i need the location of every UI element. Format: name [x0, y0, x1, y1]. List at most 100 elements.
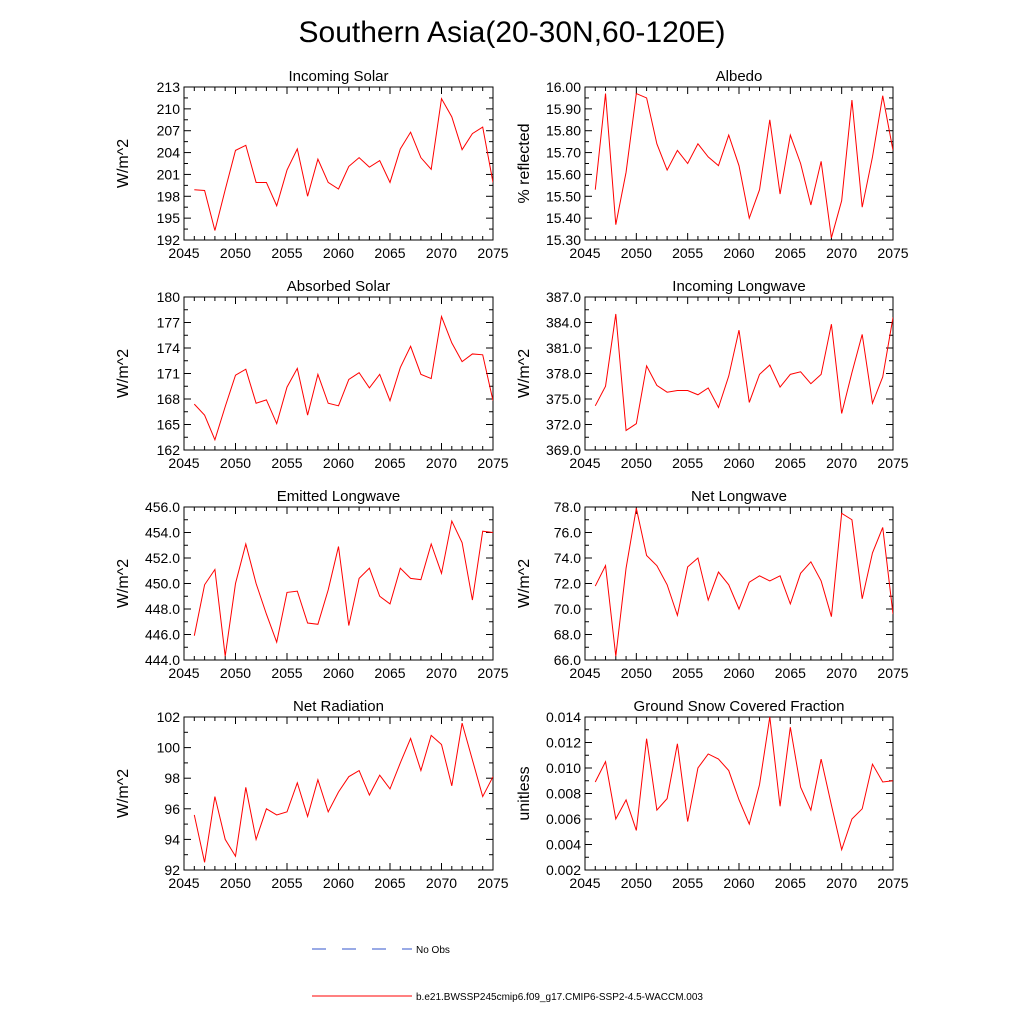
x-tick-label: 2070: [826, 875, 857, 891]
x-tick-label: 2050: [621, 665, 652, 681]
y-tick-label: 72.0: [554, 576, 581, 592]
legend-label-no-obs: No Obs: [416, 945, 450, 956]
x-tick-label: 2060: [723, 455, 754, 471]
y-tick-label: 213: [157, 79, 181, 95]
panel-4: Incoming Longwave W/m^2 2045 2050 2055 2060 20…: [516, 278, 909, 471]
y-tick-label: 70.0: [554, 601, 581, 617]
x-tick-label: 2060: [723, 245, 754, 261]
x-tick-label: 2075: [877, 455, 908, 471]
x-tick-label: 2045: [569, 455, 600, 471]
x-tick-label: 2065: [775, 455, 806, 471]
y-tick-label: 372.0: [546, 417, 581, 433]
y-tick-label: 162: [157, 442, 181, 458]
x-tick-label: 2050: [220, 875, 251, 891]
x-tick-label: 2045: [168, 875, 199, 891]
y-axis-label: % reflected: [516, 123, 533, 203]
panel-6: Net Longwave W/m^2 2045 2050 2055 2060 2065 207…: [516, 488, 909, 681]
y-tick-label: 0.006: [546, 811, 581, 827]
series-line-1: [594, 717, 893, 852]
y-tick-label: 165: [157, 417, 181, 433]
y-tick-label: 98: [164, 770, 180, 786]
x-tick-label: 2050: [220, 455, 251, 471]
x-tick-label: 2065: [374, 455, 405, 471]
panels: Incoming Solar W/m^2 2045 2050 2055 2060 2065 2…: [115, 68, 909, 891]
y-tick-label: 454.0: [145, 525, 180, 541]
x-tick-label: 2055: [672, 665, 703, 681]
y-tick-label: 0.008: [546, 786, 581, 802]
y-tick-label: 207: [157, 123, 181, 139]
y-axis-label: W/m^2: [115, 139, 132, 188]
x-tick-label: 2065: [775, 665, 806, 681]
panel-3: Absorbed Solar W/m^2 2045 2050 2055 2060 2065 2…: [115, 278, 509, 471]
panel-title: Incoming Longwave: [672, 278, 805, 295]
x-tick-label: 2070: [426, 665, 457, 681]
x-tick-label: 2070: [426, 455, 457, 471]
y-tick-label: 100: [157, 740, 181, 756]
x-tick-label: 2055: [672, 455, 703, 471]
panel-8: Ground Snow Covered Fraction unitless 2045…: [516, 698, 909, 891]
y-tick-label: 192: [157, 232, 181, 248]
x-tick-label: 2065: [775, 875, 806, 891]
x-tick-label: 2045: [168, 245, 199, 261]
x-tick-label: 2060: [323, 665, 354, 681]
x-tick-label: 2060: [323, 245, 354, 261]
figure-title: Southern Asia(20-30N,60-120E): [299, 16, 726, 49]
panel-title: Absorbed Solar: [287, 278, 390, 295]
x-tick-label: 2075: [877, 875, 908, 891]
x-tick-label: 2050: [621, 245, 652, 261]
y-tick-label: 369.0: [546, 442, 581, 458]
x-tick-label: 2050: [220, 665, 251, 681]
y-tick-label: 15.70: [546, 145, 581, 161]
panel-title: Net Radiation: [293, 698, 384, 715]
y-axis-label: W/m^2: [115, 349, 132, 398]
x-tick-label: 2055: [271, 245, 302, 261]
x-tick-label: 2070: [426, 875, 457, 891]
y-tick-label: 96: [164, 801, 180, 817]
y-tick-label: 448.0: [145, 601, 180, 617]
x-tick-label: 2055: [672, 875, 703, 891]
x-tick-label: 2065: [374, 875, 405, 891]
series-line-1: [193, 314, 493, 442]
y-tick-label: 15.90: [546, 101, 581, 117]
panel-title: Net Longwave: [691, 488, 787, 505]
y-tick-label: 0.012: [546, 735, 581, 751]
x-tick-label: 2055: [271, 875, 302, 891]
x-tick-label: 2065: [374, 665, 405, 681]
x-tick-label: 2075: [877, 245, 908, 261]
y-tick-label: 74.0: [554, 550, 581, 566]
y-tick-label: 15.60: [546, 166, 581, 182]
x-tick-label: 2045: [569, 875, 600, 891]
y-tick-label: 15.80: [546, 123, 581, 139]
y-tick-label: 78.0: [554, 499, 581, 515]
x-tick-label: 2060: [723, 665, 754, 681]
x-tick-label: 2070: [826, 665, 857, 681]
y-tick-label: 375.0: [546, 391, 581, 407]
y-tick-label: 210: [157, 101, 181, 117]
panel-title: Albedo: [716, 68, 763, 85]
y-tick-label: 450.0: [145, 576, 180, 592]
x-tick-label: 2050: [621, 875, 652, 891]
x-tick-label: 2055: [271, 665, 302, 681]
series-line-1: [594, 92, 893, 238]
y-tick-label: 68.0: [554, 627, 581, 643]
x-tick-label: 2055: [271, 455, 302, 471]
x-tick-label: 2050: [220, 245, 251, 261]
y-tick-label: 171: [157, 366, 181, 382]
series-line-1: [594, 313, 893, 432]
y-tick-label: 0.004: [546, 837, 581, 853]
y-tick-label: 180: [157, 289, 181, 305]
legend-label-model: b.e21.BWSSP245cmip6.f09_g17.CMIP6-SSP2-4…: [416, 992, 703, 1003]
y-axis-label: W/m^2: [115, 769, 132, 818]
y-tick-label: 15.50: [546, 188, 581, 204]
y-tick-label: 452.0: [145, 550, 180, 566]
panel-7: Net Radiation W/m^2 2045 2050 2055 2060 2065 20…: [115, 698, 509, 891]
y-tick-label: 198: [157, 188, 181, 204]
y-tick-label: 387.0: [546, 289, 581, 305]
x-tick-label: 2065: [374, 245, 405, 261]
y-tick-label: 201: [157, 166, 181, 182]
x-tick-label: 2070: [426, 245, 457, 261]
x-tick-label: 2075: [477, 245, 508, 261]
x-tick-label: 2045: [569, 665, 600, 681]
